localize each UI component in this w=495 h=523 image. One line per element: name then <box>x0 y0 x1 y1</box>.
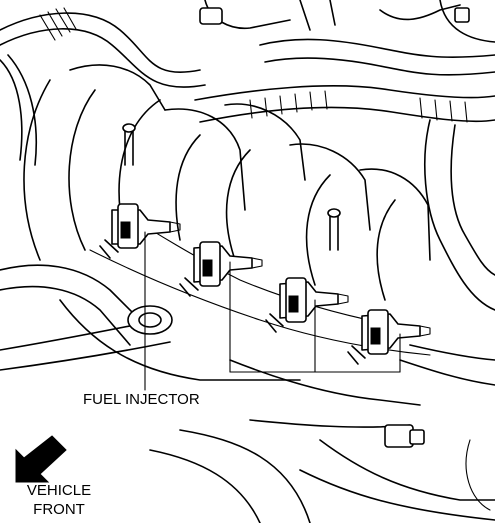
fuel-injector-2 <box>179 241 263 297</box>
fuel-injector-label: FUEL INJECTOR <box>83 391 200 408</box>
arrow-down-left-icon <box>15 435 67 483</box>
vehicle-front-line2: FRONT <box>33 501 85 518</box>
vehicle-front-line1: VEHICLE <box>26 482 92 499</box>
intake-hose <box>194 85 495 311</box>
callout-leaders <box>144 231 401 391</box>
lower-engine <box>0 264 495 523</box>
fuel-injector-1 <box>99 203 181 259</box>
vehicle-front-label: VEHICLE FRONT <box>13 481 105 519</box>
upper-hoses <box>0 0 495 166</box>
fuel-injector-3 <box>265 277 349 333</box>
fuel-injector-4 <box>347 309 431 365</box>
